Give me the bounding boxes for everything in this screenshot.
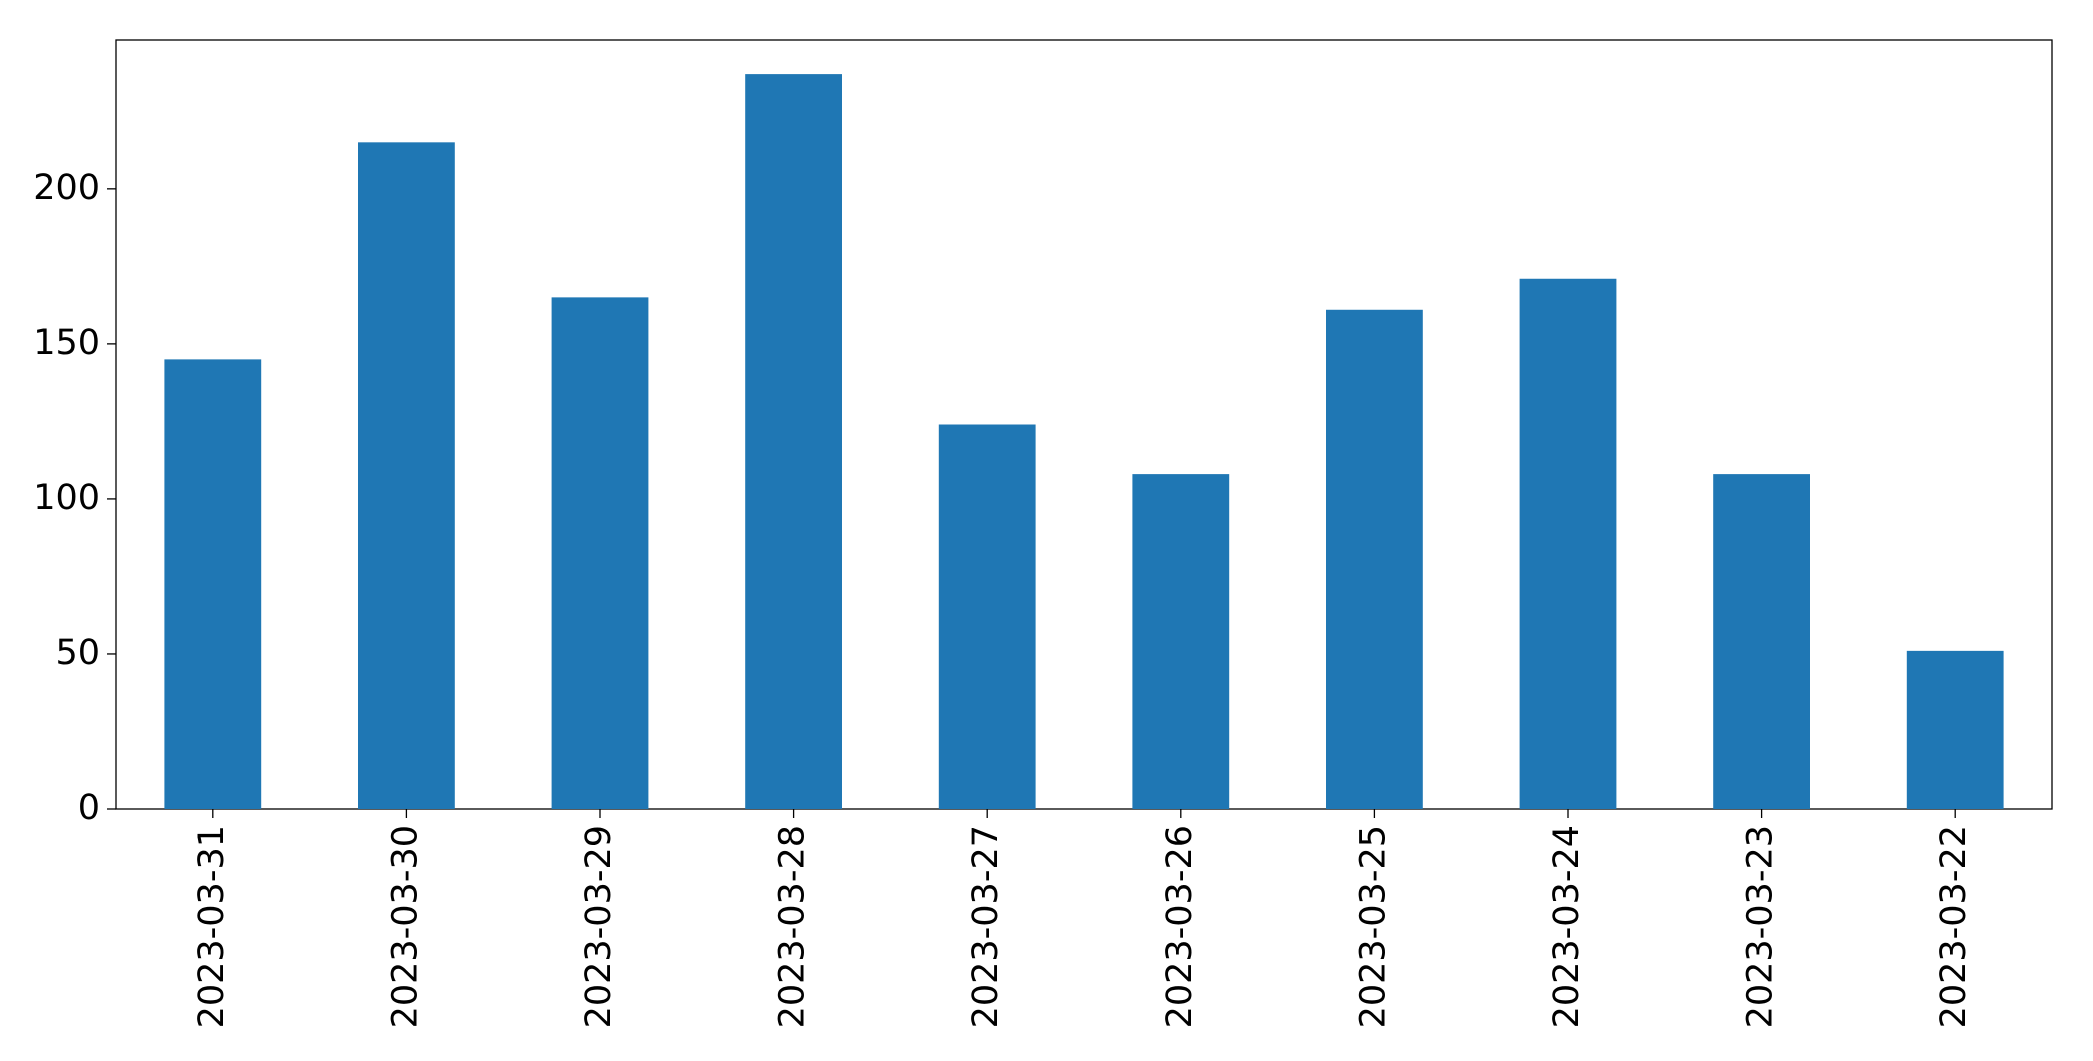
x-tick-label: 2023-03-29 [579, 825, 619, 1028]
bar [164, 359, 262, 809]
bar [551, 297, 649, 809]
x-tick-label: 2023-03-24 [1547, 825, 1587, 1028]
y-tick-label: 100 [33, 478, 100, 518]
x-tick-label: 2023-03-22 [1934, 825, 1974, 1028]
y-tick-label: 200 [33, 168, 100, 208]
x-tick-label: 2023-03-28 [773, 825, 813, 1028]
bar [1713, 474, 1810, 809]
plot-frame [115, 39, 2053, 810]
bar [1132, 474, 1230, 809]
bar [745, 74, 842, 809]
y-tick-label: 50 [55, 633, 100, 673]
x-tick-label: 2023-03-27 [966, 825, 1006, 1028]
x-tick-label: 2023-03-30 [385, 825, 425, 1028]
bar [358, 142, 455, 810]
x-tick-label: 2023-03-23 [1741, 825, 1781, 1028]
bar [1906, 650, 2004, 809]
y-tick-label: 0 [78, 788, 100, 828]
bar [1519, 278, 1617, 809]
x-tick-label: 2023-03-26 [1160, 825, 1200, 1028]
x-tick-label: 2023-03-25 [1353, 825, 1393, 1028]
x-tick-label: 2023-03-31 [192, 825, 232, 1028]
bar [938, 424, 1036, 809]
bar [1326, 309, 1423, 809]
y-tick-label: 150 [33, 323, 100, 363]
